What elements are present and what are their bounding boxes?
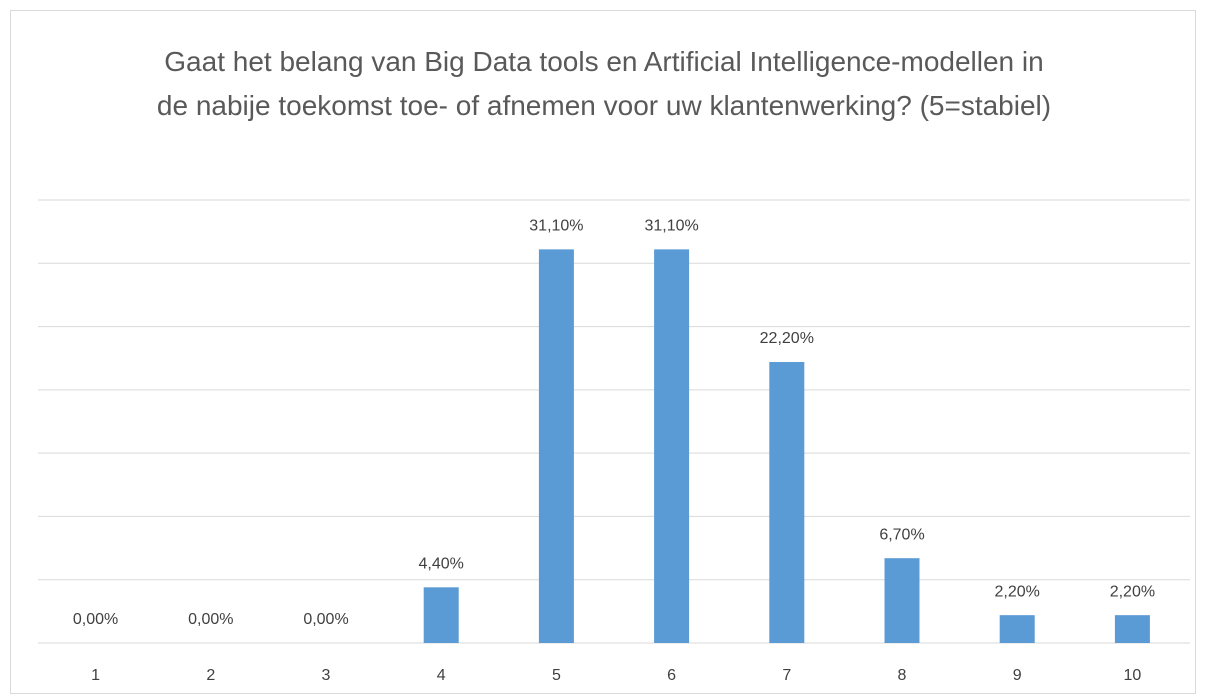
x-tick-label: 4 [437,667,446,684]
x-tick-label: 8 [898,667,907,684]
data-label: 6,70% [879,526,924,543]
data-label: 22,20% [760,330,814,347]
x-tick-label: 3 [322,667,331,684]
bar [423,587,459,643]
x-tick-label: 6 [667,667,676,684]
x-tick-label: 5 [552,667,561,684]
data-label: 2,20% [1110,583,1155,600]
data-label: 2,20% [995,583,1040,600]
data-label: 4,40% [419,556,464,573]
chart-title: Gaat het belang van Big Data tools en Ar… [156,46,1052,121]
x-tick-label: 10 [1124,667,1142,684]
data-label: 31,10% [644,218,698,235]
x-tick-label: 1 [91,667,100,684]
x-tick-label: 9 [1013,667,1022,684]
data-label: 0,00% [188,611,233,628]
bar [1114,615,1150,643]
x-tick-label: 2 [206,667,215,684]
bar [999,615,1035,643]
x-tick-label: 7 [782,667,791,684]
bar [884,558,920,643]
chart-frame [10,10,1196,694]
data-label: 31,10% [529,218,583,235]
bar [654,249,690,643]
data-label: 0,00% [303,611,348,628]
data-label: 0,00% [73,611,118,628]
bar [538,249,574,643]
bar [769,362,805,643]
